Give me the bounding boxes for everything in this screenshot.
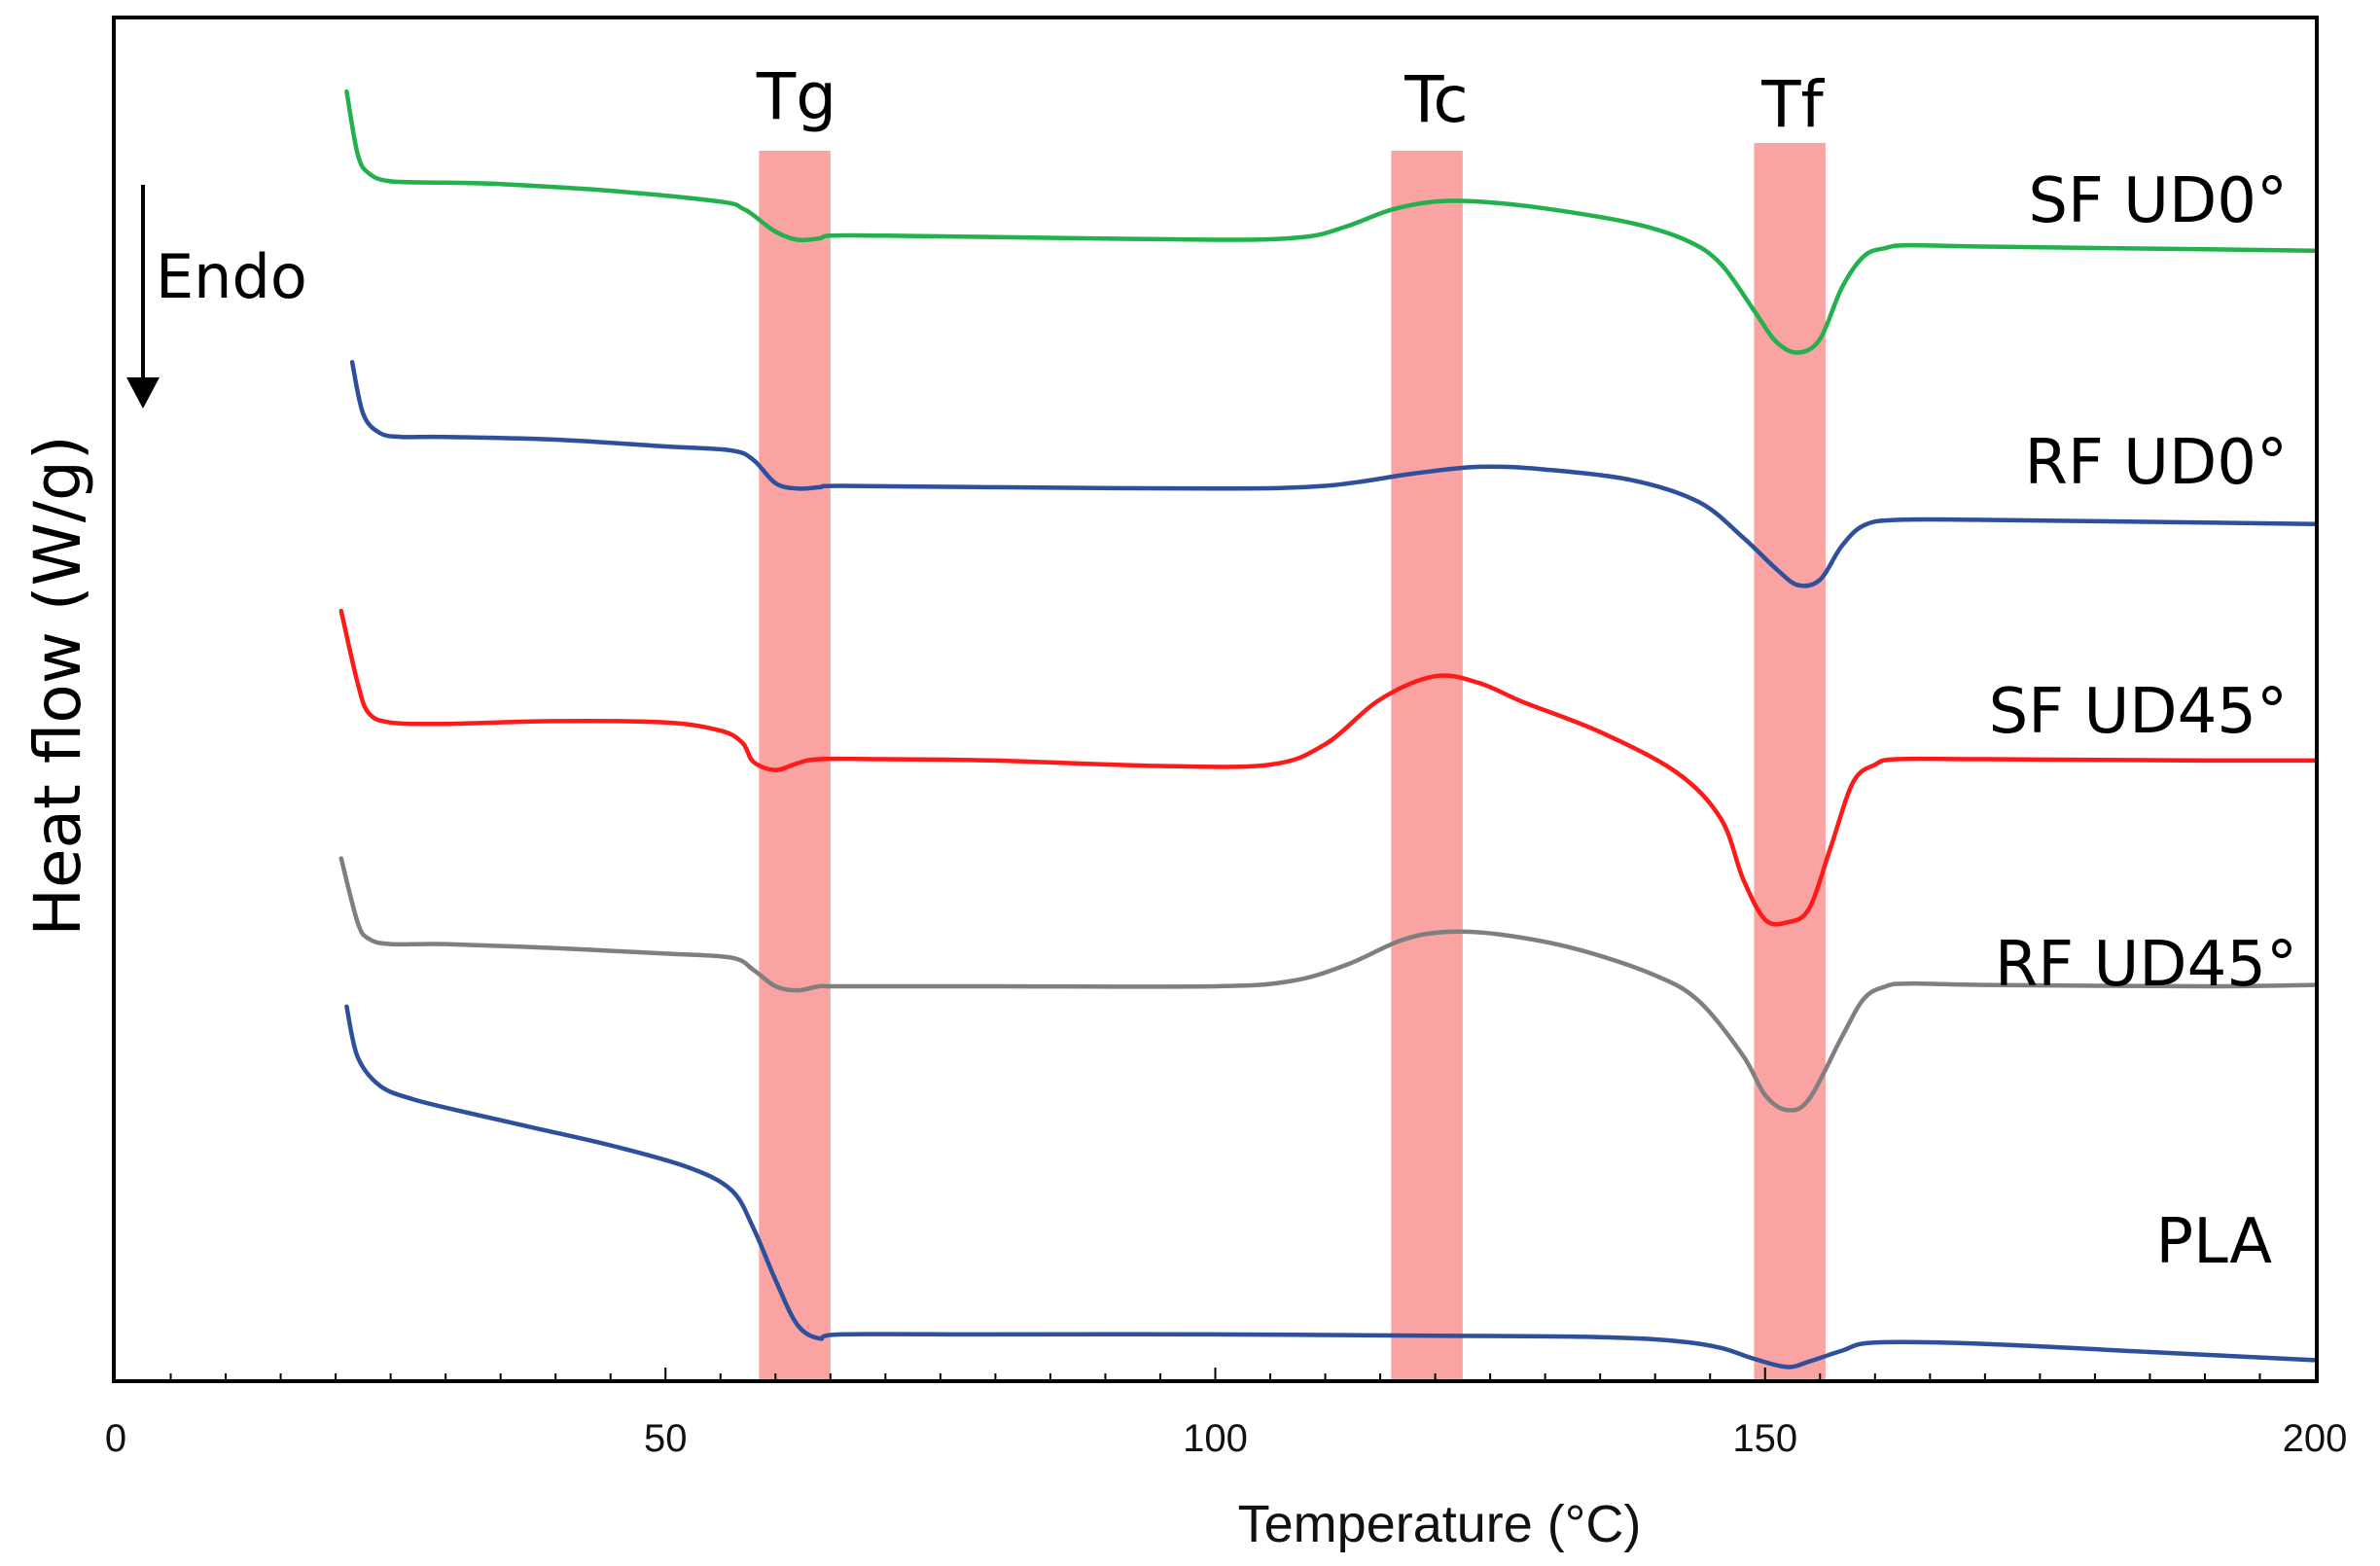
x-tick-label: 100	[1183, 1417, 1248, 1460]
series-label-sf-ud0: SF UD0°	[2028, 165, 2288, 237]
x-tick-label: 150	[1732, 1417, 1797, 1460]
series-label-rf-ud0: RF UD0°	[2025, 427, 2288, 499]
y-axis-title: Heat flow (W/g)	[20, 435, 95, 936]
series-label-pla: PLA	[2156, 1206, 2273, 1278]
endo-label: Endo	[156, 241, 307, 312]
series-line-4	[344, 1004, 2318, 1370]
band-label-tg: Tg	[756, 59, 836, 134]
band-tc	[1391, 151, 1463, 1379]
curves	[338, 89, 2318, 1370]
x-tick-label: 200	[2283, 1417, 2348, 1460]
series-line-1	[349, 360, 2318, 588]
plot-frame	[112, 16, 2319, 1383]
band-label-tf: Tf	[1760, 67, 1825, 142]
x-axis-ticks: 0 50 100 150 200	[105, 1368, 2348, 1460]
series-label-rf-ud45: RF UD45°	[1995, 929, 2297, 1001]
x-tick-label: 50	[644, 1417, 688, 1460]
endo-arrowhead-icon	[126, 377, 160, 409]
series-line-2	[338, 608, 2318, 927]
x-axis-title: Temperature (°C)	[1238, 1495, 1642, 1553]
series-line-3	[338, 856, 2318, 1113]
x-tick-label: 0	[105, 1417, 126, 1460]
temperature-bands	[759, 143, 1826, 1379]
band-label-tc: Tc	[1403, 62, 1468, 137]
series-label-sf-ud45: SF UD45°	[1989, 676, 2288, 748]
series-line-0	[344, 89, 2318, 355]
